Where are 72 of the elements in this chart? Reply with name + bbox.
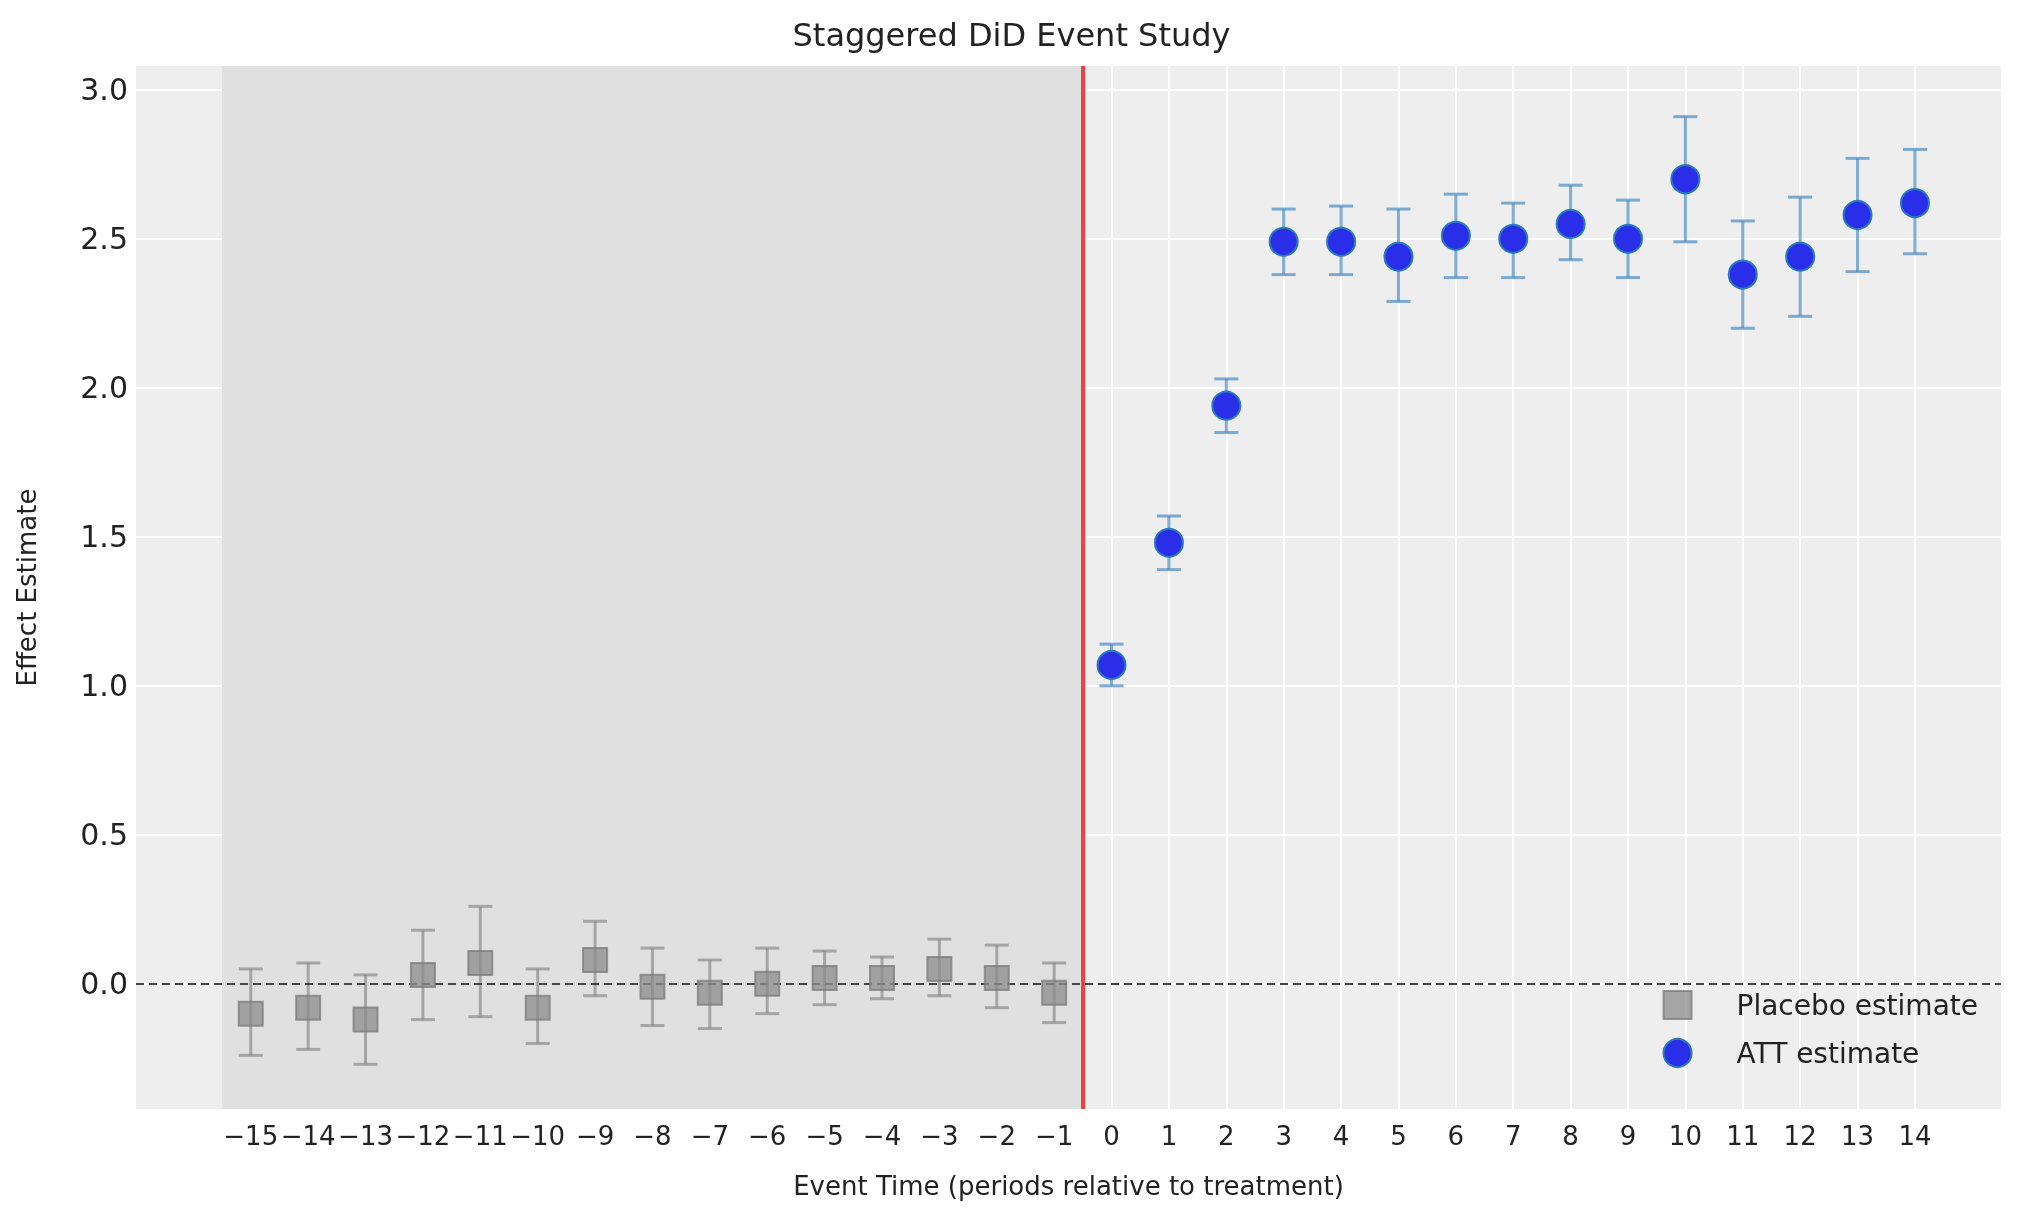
x-tick-label: −3 <box>920 1121 959 1151</box>
point <box>1153 527 1184 558</box>
x-tick-label: 0 <box>1103 1121 1120 1151</box>
point <box>1383 241 1414 272</box>
x-tick-label: −11 <box>452 1121 508 1151</box>
y-tick-label: 1.0 <box>80 668 128 704</box>
x-tick-label: 2 <box>1218 1121 1235 1151</box>
y-tick-label: 2.5 <box>80 221 128 257</box>
point <box>1440 220 1471 251</box>
x-tick-label: −14 <box>280 1121 336 1151</box>
point <box>696 979 723 1006</box>
x-tick-label: 10 <box>1668 1121 1702 1151</box>
point <box>1613 223 1643 254</box>
x-tick-label: −9 <box>575 1121 615 1151</box>
point <box>582 947 609 973</box>
point <box>639 973 666 1000</box>
point <box>1041 979 1068 1006</box>
point <box>1096 649 1127 680</box>
x-tick-label: −10 <box>510 1121 566 1151</box>
y-axis-title: Effect Estimate <box>12 488 42 687</box>
x-tick-label: −4 <box>862 1121 902 1151</box>
point <box>983 964 1010 991</box>
point <box>295 994 322 1021</box>
x-tick-label: −6 <box>748 1121 787 1151</box>
point <box>1785 241 1816 272</box>
point <box>754 970 781 997</box>
legend-label: ATT estimate <box>1736 1036 1920 1070</box>
x-tick-label: 4 <box>1332 1121 1350 1151</box>
x-tick-label: −7 <box>690 1121 730 1151</box>
point <box>926 955 953 982</box>
x-tick-label: −8 <box>633 1121 672 1151</box>
point <box>467 949 494 976</box>
point <box>237 1000 264 1027</box>
x-tick-label: 12 <box>1783 1121 1817 1151</box>
point <box>1498 223 1529 254</box>
x-tick-label: 11 <box>1726 1121 1760 1151</box>
point <box>869 964 895 991</box>
y-tick-label: 1.5 <box>80 519 128 555</box>
x-axis-title: Event Time (periods relative to treatment) <box>793 1171 1344 1201</box>
x-tick-label: −12 <box>395 1121 451 1151</box>
point <box>1326 226 1357 257</box>
point <box>1555 208 1586 239</box>
point <box>1899 188 1930 219</box>
point <box>409 961 436 988</box>
x-tick-label: 8 <box>1562 1121 1579 1151</box>
x-tick-label: 14 <box>1898 1121 1932 1151</box>
chart-title: Staggered DiD Event Study <box>792 16 1231 54</box>
x-tick-label: 13 <box>1840 1121 1875 1151</box>
point <box>352 1006 379 1033</box>
y-tick-label: 2.0 <box>80 370 128 406</box>
legend-label: Placebo estimate <box>1736 988 1979 1022</box>
point <box>1670 164 1701 195</box>
x-tick-label: 3 <box>1275 1121 1292 1151</box>
y-tick-label: 3.0 <box>80 72 128 108</box>
y-tick-label: 0.5 <box>80 817 128 853</box>
point <box>1842 200 1873 230</box>
point <box>524 994 551 1021</box>
y-tick-label: 0.0 <box>80 966 128 1002</box>
x-tick-label: 7 <box>1504 1121 1522 1151</box>
x-tick-label: −15 <box>223 1121 279 1151</box>
x-tick-label: −1 <box>1034 1121 1074 1151</box>
x-tick-label: −13 <box>338 1121 393 1151</box>
x-tick-label: −5 <box>805 1121 844 1151</box>
x-tick-label: 9 <box>1619 1121 1637 1151</box>
point <box>1727 259 1758 290</box>
x-tick-label: 1 <box>1160 1121 1178 1151</box>
point <box>1211 390 1242 421</box>
point <box>1268 226 1299 257</box>
x-tick-label: −2 <box>977 1121 1016 1151</box>
point <box>811 964 838 991</box>
x-tick-label: 5 <box>1390 1121 1407 1151</box>
x-tick-label: 6 <box>1447 1121 1465 1151</box>
